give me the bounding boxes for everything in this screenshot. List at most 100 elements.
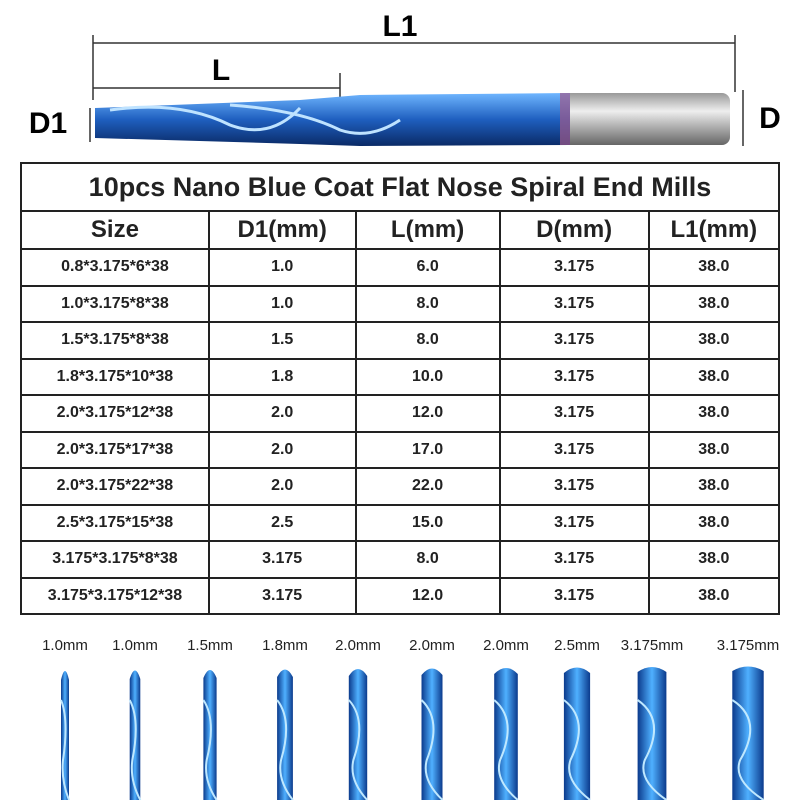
table-cell: 22.0 xyxy=(354,467,501,506)
table-cell: 3.175*3.175*12*38 xyxy=(20,576,210,615)
label-d: D xyxy=(759,102,781,135)
tool-photo xyxy=(563,667,591,800)
photo-label: 2.0mm xyxy=(335,637,381,654)
table-row: 2.0*3.175*17*38 2.0 17.0 3.175 38.0 xyxy=(20,430,781,469)
table-cell: 3.175 xyxy=(498,503,650,542)
table-cell: 12.0 xyxy=(354,394,501,433)
column-header: L1(mm) xyxy=(647,210,781,250)
tool-flute xyxy=(563,699,591,800)
photo-label: 1.0mm xyxy=(42,637,88,654)
photo-label: 3.175mm xyxy=(621,637,684,654)
table-row: 2.5*3.175*15*38 2.5 15.0 3.175 38.0 xyxy=(20,503,781,542)
table-cell: 3.175 xyxy=(498,321,650,360)
table-cell: 2.0*3.175*22*38 xyxy=(20,467,210,506)
tool-photo xyxy=(421,668,443,800)
photo-label: 3.175mm xyxy=(717,637,780,654)
column-header: D1(mm) xyxy=(207,210,357,250)
dimension-lines xyxy=(89,35,744,146)
table-cell: 1.5 xyxy=(207,321,357,360)
table-cell: 8.0 xyxy=(354,540,501,579)
table-cell: 2.0 xyxy=(207,430,357,469)
table-row: 1.8*3.175*10*38 1.8 10.0 3.175 38.0 xyxy=(20,357,781,396)
table-row: 3.175*3.175*12*38 3.175 12.0 3.175 38.0 xyxy=(20,576,781,615)
table-cell: 1.0 xyxy=(207,248,357,287)
table-cell: 3.175 xyxy=(498,430,650,469)
photo-label: 2.5mm xyxy=(554,637,600,654)
table-cell: 1.0 xyxy=(207,284,357,323)
label-l1: L1 xyxy=(382,10,417,43)
table-row: 2.0*3.175*12*38 2.0 12.0 3.175 38.0 xyxy=(20,394,781,433)
photo-strip: 1.0mm 1.0mm 1.5mm 1.8mm 2.0mm 2.0mm 2.0mm 2.5mm… xyxy=(42,637,779,800)
table-cell: 6.0 xyxy=(354,248,501,287)
table-cell: 38.0 xyxy=(647,503,781,542)
table-cell: 3.175 xyxy=(498,394,650,433)
spec-table: 10pcs Nano Blue Coat Flat Nose Spiral En… xyxy=(20,162,781,615)
end-mill xyxy=(95,93,730,146)
tool-photo xyxy=(348,669,368,800)
table-cell: 17.0 xyxy=(354,430,501,469)
tool-flute xyxy=(60,699,70,800)
table-cell: 12.0 xyxy=(354,576,501,615)
table-cell: 38.0 xyxy=(647,576,781,615)
table-cell: 0.8*3.175*6*38 xyxy=(20,248,210,287)
table-cell: 15.0 xyxy=(354,503,501,542)
column-header: L(mm) xyxy=(354,210,501,250)
table-cell: 38.0 xyxy=(647,394,781,433)
table-cell: 10.0 xyxy=(354,357,501,396)
table-title: 10pcs Nano Blue Coat Flat Nose Spiral En… xyxy=(20,162,780,212)
table-cell: 2.0 xyxy=(207,394,357,433)
table-cell: 3.175 xyxy=(207,540,357,579)
table-cell: 38.0 xyxy=(647,357,781,396)
tool-photo xyxy=(494,668,518,800)
table-cell: 1.0*3.175*8*38 xyxy=(20,284,210,323)
table-cell: 3.175 xyxy=(498,357,650,396)
table-row: 1.0*3.175*8*38 1.0 8.0 3.175 38.0 xyxy=(20,284,781,323)
table-cell: 3.175 xyxy=(498,248,650,287)
table-cell: 3.175 xyxy=(498,467,650,506)
table-row: 3.175*3.175*8*38 3.175 8.0 3.175 38.0 xyxy=(20,540,781,579)
table-cell: 38.0 xyxy=(647,321,781,360)
column-header: D(mm) xyxy=(498,210,650,250)
tool-flute xyxy=(348,699,368,800)
table-cell: 2.0*3.175*17*38 xyxy=(20,430,210,469)
table-cell: 38.0 xyxy=(647,430,781,469)
column-header: Size xyxy=(20,210,210,250)
photo-label: 1.8mm xyxy=(262,637,308,654)
table-cell: 1.8 xyxy=(207,357,357,396)
tool-flute xyxy=(420,699,444,800)
table-cell: 3.175*3.175*8*38 xyxy=(20,540,210,579)
table-row: 1.5*3.175*8*38 1.5 8.0 3.175 38.0 xyxy=(20,321,781,360)
table-cell: 2.5*3.175*15*38 xyxy=(20,503,210,542)
table-cell: 8.0 xyxy=(354,284,501,323)
table-cell: 3.175 xyxy=(207,576,357,615)
table-cell: 8.0 xyxy=(354,321,501,360)
label-l: L xyxy=(212,54,230,87)
table-cell: 2.0*3.175*12*38 xyxy=(20,394,210,433)
photo-label: 1.0mm xyxy=(112,637,158,654)
table-cell: 3.175 xyxy=(498,540,650,579)
tool-flute xyxy=(731,699,765,800)
table-cell: 2.5 xyxy=(207,503,357,542)
tool-photo xyxy=(637,667,667,800)
table-cell: 3.175 xyxy=(498,284,650,323)
table-cell: 38.0 xyxy=(647,248,781,287)
table-cell: 38.0 xyxy=(647,540,781,579)
tool-photo xyxy=(732,666,764,800)
table-cell: 3.175 xyxy=(498,576,650,615)
tool-flute xyxy=(128,699,142,800)
photo-label: 2.0mm xyxy=(409,637,455,654)
tool-flute xyxy=(202,699,218,800)
tool-flute xyxy=(493,699,519,800)
photo-label: 1.5mm xyxy=(187,637,233,654)
table-cell: 1.8*3.175*10*38 xyxy=(20,357,210,396)
table-row: 0.8*3.175*6*38 1.0 6.0 3.175 38.0 xyxy=(20,248,781,287)
table-cell: 2.0 xyxy=(207,467,357,506)
tool-flute xyxy=(276,699,294,800)
table-cell: 38.0 xyxy=(647,467,781,506)
table-cell: 1.5*3.175*8*38 xyxy=(20,321,210,360)
tool-flute xyxy=(637,699,667,800)
photo-label: 2.0mm xyxy=(483,637,529,654)
table-cell: 38.0 xyxy=(647,284,781,323)
